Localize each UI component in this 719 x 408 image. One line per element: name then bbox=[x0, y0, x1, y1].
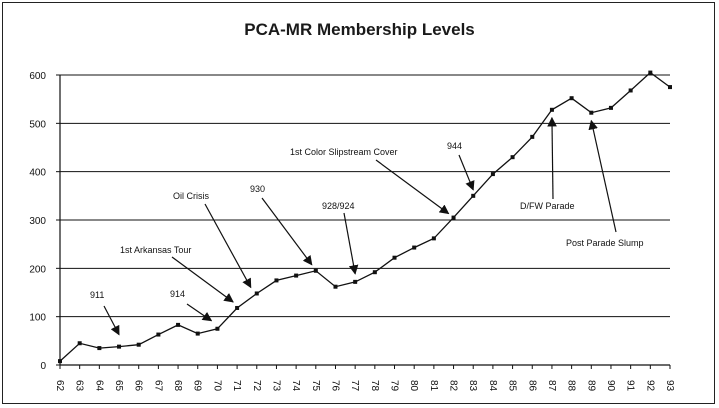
data-point bbox=[156, 332, 161, 337]
x-tick-label: 89 bbox=[585, 380, 596, 392]
annotation-arrow bbox=[375, 159, 450, 215]
data-point bbox=[471, 193, 476, 198]
y-tick-label: 200 bbox=[29, 264, 46, 275]
data-point bbox=[117, 344, 122, 349]
x-tick-label: 66 bbox=[133, 380, 144, 392]
annotation-arrow bbox=[204, 203, 252, 289]
annotation-label: 930 bbox=[250, 184, 265, 194]
data-point bbox=[77, 341, 82, 346]
x-tick-label: 75 bbox=[310, 380, 321, 392]
y-tick-label: 0 bbox=[40, 361, 46, 372]
x-tick-label: 65 bbox=[113, 380, 124, 392]
annotation-arrow bbox=[343, 212, 359, 275]
x-tick-label: 92 bbox=[644, 380, 655, 392]
data-point bbox=[235, 305, 240, 310]
x-tick-label: 62 bbox=[54, 380, 65, 392]
data-point bbox=[668, 85, 672, 90]
y-tick-label: 400 bbox=[29, 168, 46, 179]
annotation-label: Post Parade Slump bbox=[566, 238, 644, 248]
x-tick-label: 72 bbox=[251, 380, 262, 392]
x-tick-label: 93 bbox=[664, 380, 675, 392]
data-point bbox=[313, 268, 318, 273]
data-point bbox=[549, 107, 554, 112]
data-point bbox=[254, 291, 259, 296]
data-point bbox=[195, 331, 200, 336]
data-point bbox=[392, 255, 397, 260]
data-point bbox=[628, 88, 633, 93]
x-tick-label: 79 bbox=[389, 380, 400, 392]
data-point bbox=[510, 155, 515, 160]
y-tick-label: 100 bbox=[29, 313, 46, 324]
x-tick-label: 85 bbox=[507, 380, 518, 392]
x-tick-label: 77 bbox=[349, 380, 360, 392]
data-point bbox=[136, 342, 141, 347]
x-tick-label: 73 bbox=[270, 380, 281, 392]
annotation-label: 911 bbox=[90, 290, 104, 300]
annotation-label: 944 bbox=[447, 141, 462, 151]
x-tick-label: 74 bbox=[290, 380, 301, 392]
annotation-arrow bbox=[588, 119, 617, 233]
x-tick-label: 76 bbox=[329, 380, 340, 392]
data-point bbox=[608, 105, 613, 110]
series-line bbox=[59, 71, 671, 362]
annotation-arrow bbox=[261, 197, 313, 266]
x-tick-label: 78 bbox=[369, 380, 380, 392]
annotation-arrow bbox=[458, 154, 475, 191]
annotation-arrow bbox=[171, 256, 234, 303]
x-tick-label: 87 bbox=[546, 380, 557, 392]
data-point bbox=[412, 245, 417, 250]
data-point bbox=[431, 236, 436, 241]
annotation-label: 1st Arkansas Tour bbox=[120, 245, 191, 255]
y-tick-label: 500 bbox=[29, 119, 46, 130]
data-point bbox=[58, 359, 62, 364]
annotation-arrow bbox=[547, 116, 557, 200]
data-point bbox=[490, 172, 495, 177]
data-point bbox=[333, 284, 338, 289]
annotation-arrow bbox=[103, 305, 120, 336]
x-tick-label: 86 bbox=[526, 380, 537, 392]
annotation-label: Oil Crisis bbox=[173, 191, 209, 201]
x-tick-label: 91 bbox=[625, 380, 636, 392]
chart-title: PCA-MR Membership Levels bbox=[244, 20, 475, 39]
data-point bbox=[569, 96, 574, 101]
x-tick-label: 81 bbox=[428, 380, 439, 392]
annotation-label: 928/924 bbox=[322, 201, 355, 211]
x-tick-label: 90 bbox=[605, 380, 616, 392]
x-tick-label: 69 bbox=[192, 380, 203, 392]
x-tick-label: 67 bbox=[152, 380, 163, 392]
data-point bbox=[97, 346, 102, 351]
x-tick-label: 70 bbox=[211, 380, 222, 392]
data-point bbox=[451, 215, 456, 220]
data-point bbox=[353, 279, 358, 284]
annotation-label: D/FW Parade bbox=[520, 201, 575, 211]
chart-frame bbox=[2, 2, 715, 404]
data-point bbox=[176, 322, 181, 327]
x-tick-label: 82 bbox=[448, 380, 459, 392]
data-point bbox=[530, 134, 535, 139]
x-tick-label: 84 bbox=[487, 380, 498, 392]
data-point bbox=[372, 270, 377, 275]
x-tick-label: 80 bbox=[408, 380, 419, 392]
data-point bbox=[294, 273, 299, 278]
y-tick-label: 300 bbox=[29, 216, 46, 227]
x-tick-label: 64 bbox=[93, 380, 104, 392]
x-tick-label: 68 bbox=[172, 380, 183, 392]
data-point bbox=[215, 326, 220, 331]
x-tick-label: 88 bbox=[566, 380, 577, 392]
annotation-label: 914 bbox=[170, 289, 185, 299]
x-tick-label: 63 bbox=[74, 380, 85, 392]
x-tick-label: 83 bbox=[467, 380, 478, 392]
data-point bbox=[274, 278, 279, 283]
annotation-arrow bbox=[186, 303, 213, 322]
data-point bbox=[648, 70, 653, 75]
data-point bbox=[589, 110, 594, 115]
annotation-label: 1st Color Slipstream Cover bbox=[290, 147, 398, 157]
y-tick-label: 600 bbox=[29, 71, 46, 82]
x-tick-label: 71 bbox=[231, 380, 242, 392]
